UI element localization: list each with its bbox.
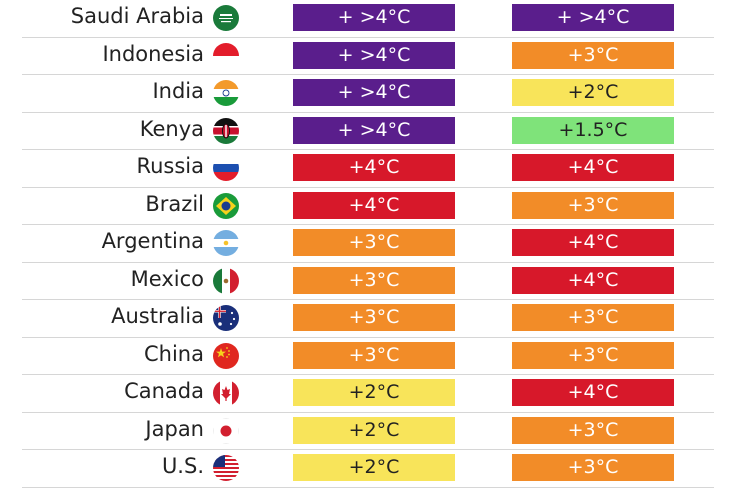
country-name: Australia (111, 304, 204, 328)
warming-cell-second: +3°C (512, 416, 674, 444)
country-name: Japan (145, 416, 204, 441)
warming-cell-second: +1.5°C (512, 116, 674, 144)
country-name: Mexico (130, 266, 204, 291)
warming-cell-second: +3°C (512, 304, 674, 331)
warming-cell-first: + >4°C (293, 116, 455, 144)
saudi-arabia-flag-icon (213, 5, 239, 31)
warming-cell-first: +3°C (293, 341, 455, 369)
russia-flag-icon (213, 155, 239, 181)
warming-cell-first: + >4°C (293, 79, 455, 106)
table-row-japan: Japan +2°C +3°C (0, 412, 736, 450)
table-row-australia: Australia +3°C +3°C (0, 299, 736, 337)
table-row-indonesia: Indonesia + >4°C +3°C (0, 37, 736, 75)
warming-cell-first: +4°C (293, 154, 455, 181)
warming-cell-second: +2°C (512, 79, 674, 106)
row-divider (22, 224, 714, 225)
country-name: India (152, 79, 204, 103)
argentina-flag-icon (213, 230, 239, 256)
row-divider (22, 411, 714, 413)
row-divider (22, 486, 714, 488)
table-row-mexico: Mexico +3°C +4°C (0, 262, 736, 300)
warming-cell-second: +3°C (512, 454, 674, 481)
country-name: Argentina (101, 229, 204, 253)
warming-cell-first: +2°C (293, 379, 455, 406)
table-row-india: India + >4°C +2°C (0, 74, 736, 112)
table-row-kenya: Kenya + >4°C +1.5°C (0, 112, 736, 150)
country-name: Saudi Arabia (70, 4, 204, 28)
row-divider (22, 299, 714, 300)
kenya-flag-icon (213, 117, 239, 144)
row-divider (22, 449, 714, 450)
warming-cell-first: +4°C (293, 191, 455, 219)
table-row-china: China +3°C +3°C (0, 337, 736, 375)
warming-cell-first: +3°C (293, 266, 455, 294)
table-row-u-s: U.S. +2°C +3°C (0, 449, 736, 487)
row-divider (22, 186, 714, 188)
country-name: Indonesia (102, 41, 204, 66)
warming-cell-second: +4°C (512, 229, 674, 256)
country-name: U.S. (161, 454, 204, 478)
warming-cell-first: + >4°C (293, 4, 455, 31)
brazil-flag-icon (213, 192, 239, 219)
row-divider (22, 261, 714, 263)
warming-cell-second: +3°C (512, 341, 674, 369)
row-divider (22, 74, 714, 75)
warming-cell-second: +4°C (512, 154, 674, 181)
warming-cell-second: + >4°C (512, 4, 674, 31)
canada-flag-icon (213, 380, 239, 406)
table-row-brazil: Brazil +4°C +3°C (0, 187, 736, 225)
indonesia-flag-icon (213, 42, 239, 69)
row-divider (22, 336, 714, 338)
warming-cell-first: + >4°C (293, 41, 455, 69)
row-divider (22, 149, 714, 150)
warming-cell-second: +3°C (512, 41, 674, 69)
table-row-canada: Canada +2°C +4°C (0, 374, 736, 412)
mexico-flag-icon (213, 267, 239, 294)
row-divider (22, 111, 714, 113)
australia-flag-icon (213, 305, 239, 331)
country-name: Kenya (139, 116, 204, 141)
japan-flag-icon (213, 417, 239, 444)
table-row-argentina: Argentina +3°C +4°C (0, 224, 736, 262)
warming-cell-second: +3°C (512, 191, 674, 219)
warming-cell-first: +2°C (293, 454, 455, 481)
country-name: Canada (124, 379, 204, 403)
table-row-saudi-arabia: Saudi Arabia + >4°C + >4°C (0, 0, 736, 37)
warming-cell-first: +3°C (293, 229, 455, 256)
china-flag-icon (213, 342, 239, 369)
country-name: Russia (136, 154, 204, 178)
country-name: Brazil (145, 191, 204, 216)
warming-cell-first: +3°C (293, 304, 455, 331)
row-divider (22, 36, 714, 38)
warming-cell-second: +4°C (512, 266, 674, 294)
row-divider (22, 374, 714, 375)
india-flag-icon (213, 80, 239, 106)
table-row-russia: Russia +4°C +4°C (0, 149, 736, 187)
warming-cell-second: +4°C (512, 379, 674, 406)
us-flag-icon (213, 455, 239, 481)
country-name: China (144, 341, 204, 366)
warming-cell-first: +2°C (293, 416, 455, 444)
